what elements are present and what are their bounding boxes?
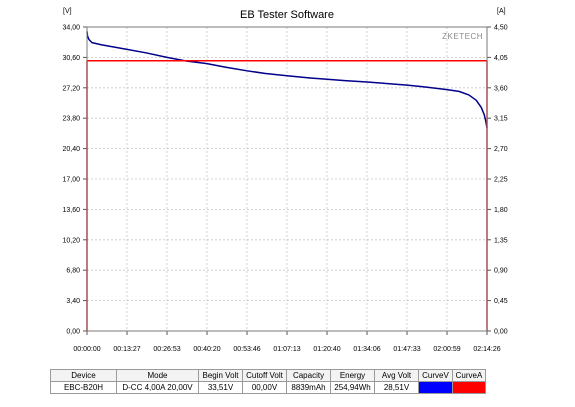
plot-frame [86, 26, 488, 332]
grid-lines [87, 27, 487, 331]
value-avg-volt: 28,51V [374, 381, 419, 394]
right-tick-label: 0,45 [494, 298, 508, 305]
value-mode: D-CC 4,00A 20,00V [116, 381, 199, 394]
header-curve-v: CurveV [418, 369, 453, 382]
header-mode: Mode [116, 369, 199, 382]
right-tick-label: 0,00 [494, 329, 508, 336]
header-curve-a: CurveA [452, 369, 486, 382]
left-tick-label: 3,40 [66, 298, 80, 305]
value-energy: 254,94Wh [330, 381, 375, 394]
right-tick-label: 2,25 [494, 177, 508, 184]
right-axis-ticks: 0,00 0,45 0,90 1,35 1,80 2,25 2,70 3,15 3,60 4,05… [487, 25, 508, 336]
voltage-series-line [86, 31, 488, 129]
x-tick-label: 01:34:06 [353, 346, 380, 353]
right-tick-label: 2,70 [494, 146, 508, 153]
right-tick-label: 0,90 [494, 268, 508, 275]
watermark: ZKETECH [442, 32, 483, 41]
x-tick-label: 01:47:33 [393, 346, 420, 353]
right-tick-label: 4,05 [494, 55, 508, 62]
right-tick-label: 1,35 [494, 237, 508, 244]
value-device: EBC-B20H [50, 381, 117, 394]
x-tick-label: 00:00:00 [73, 346, 100, 353]
right-tick-label: 1,80 [494, 207, 508, 214]
series-group [86, 31, 488, 331]
curve-v-swatch[interactable] [418, 381, 453, 394]
chart-title: EB Tester Software [240, 9, 334, 21]
x-tick-label: 00:40:20 [193, 346, 220, 353]
left-tick-label: 6,80 [66, 268, 80, 275]
left-tick-label: 30,60 [62, 55, 80, 62]
value-capacity: 8839mAh [286, 381, 331, 394]
header-capacity: Capacity [286, 369, 331, 382]
x-tick-label: 01:20:40 [313, 346, 340, 353]
left-axis-unit: [V] [63, 8, 72, 15]
right-tick-label: 3,60 [494, 85, 508, 92]
x-tick-label: 02:00:59 [433, 346, 460, 353]
value-cutoff-volt: 00,00V [242, 381, 287, 394]
info-table: Device Mode Begin Volt Cutoff Volt Capac… [50, 369, 486, 394]
x-tick-label: 02:14:26 [473, 346, 500, 353]
right-tick-label: 4,50 [494, 25, 508, 32]
curve-a-swatch[interactable] [452, 381, 486, 394]
left-tick-label: 27,20 [62, 85, 80, 92]
right-tick-label: 3,15 [494, 116, 508, 123]
right-axis-unit: [A] [497, 8, 506, 15]
header-avg-volt: Avg Volt [374, 369, 419, 382]
x-tick-label: 01:07:13 [273, 346, 300, 353]
header-device: Device [50, 369, 117, 382]
table-header-row: Device Mode Begin Volt Cutoff Volt Capac… [50, 369, 486, 382]
header-cutoff-volt: Cutoff Volt [242, 369, 287, 382]
left-tick-label: 0,00 [66, 329, 80, 336]
left-tick-label: 20,40 [62, 146, 80, 153]
header-begin-volt: Begin Volt [198, 369, 243, 382]
x-tick-label: 00:13:27 [113, 346, 140, 353]
table-row: EBC-B20H D-CC 4,00A 20,00V 33,51V 00,00V… [50, 381, 486, 394]
left-tick-label: 17,00 [62, 177, 80, 184]
value-begin-volt: 33,51V [198, 381, 243, 394]
left-tick-label: 10,20 [62, 237, 80, 244]
x-tick-label: 00:26:53 [153, 346, 180, 353]
left-tick-label: 34,00 [62, 25, 80, 32]
header-energy: Energy [330, 369, 375, 382]
x-tick-label: 00:53:46 [233, 346, 260, 353]
left-tick-label: 13,60 [62, 207, 80, 214]
left-tick-label: 23,80 [62, 116, 80, 123]
x-axis-ticks: 00:00:00 00:13:27 00:26:53 00:40:20 00:53:46… [73, 331, 501, 353]
left-axis-ticks: 0,00 3,40 6,80 10,20 13,60 17,00 20,40 23,80 27,… [62, 25, 87, 336]
